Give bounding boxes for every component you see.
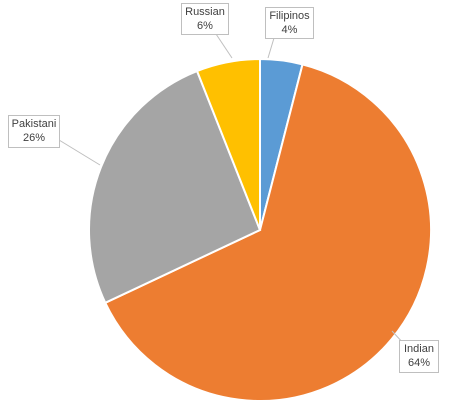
label-box [399, 340, 439, 373]
category-label: Indian [404, 343, 434, 355]
leader-line [267, 37, 275, 59]
value-label: 6% [197, 20, 213, 32]
value-label: 4% [282, 24, 298, 36]
label-box [181, 3, 229, 35]
leader-line [58, 139, 101, 166]
category-label: Filipinos [269, 10, 310, 22]
category-label: Russian [185, 6, 225, 18]
category-label: Pakistani [12, 118, 57, 130]
label-box [265, 7, 314, 39]
value-label: 26% [23, 132, 45, 144]
pie-slice [103, 63, 433, 402]
leader-line [215, 33, 233, 59]
pie-slice [195, 57, 261, 231]
pie-slice [88, 69, 262, 305]
value-label: 64% [408, 357, 430, 369]
label-box [8, 115, 60, 148]
